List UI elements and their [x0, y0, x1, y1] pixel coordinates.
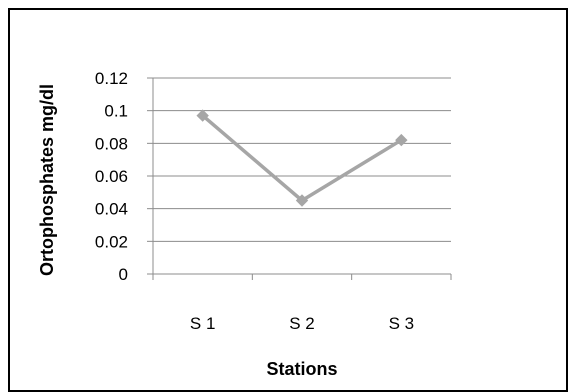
- data-point-marker: [196, 109, 209, 122]
- y-tick-label: 0.04: [95, 200, 128, 219]
- data-point-marker: [295, 194, 309, 207]
- x-tick-label: S 1: [190, 314, 216, 333]
- chart-frame: [8, 8, 568, 392]
- y-tick-label: 0.1: [104, 102, 128, 121]
- y-tick-label: 0.06: [95, 167, 128, 186]
- y-tick-label: 0.12: [95, 69, 128, 88]
- data-point-marker: [395, 133, 408, 147]
- y-axis-title: Ortophosphates mg/dl: [37, 84, 57, 276]
- x-tick-label: S 2: [289, 314, 315, 333]
- y-tick-label: 0: [119, 265, 128, 284]
- x-tick-label: S 3: [389, 314, 415, 333]
- axes: [147, 77, 452, 280]
- x-axis-title: Stations: [266, 359, 337, 379]
- gridlines: [153, 77, 451, 242]
- y-tick-label: 0.08: [95, 134, 128, 153]
- y-tick-labels: 0 0.02 0.04 0.06 0.08 0.1 0.12: [95, 69, 128, 284]
- x-tick-labels: S 1 S 2 S 3: [190, 314, 414, 333]
- y-tick-label: 0.02: [95, 232, 128, 251]
- series: [196, 109, 408, 207]
- series-line: [201, 114, 403, 203]
